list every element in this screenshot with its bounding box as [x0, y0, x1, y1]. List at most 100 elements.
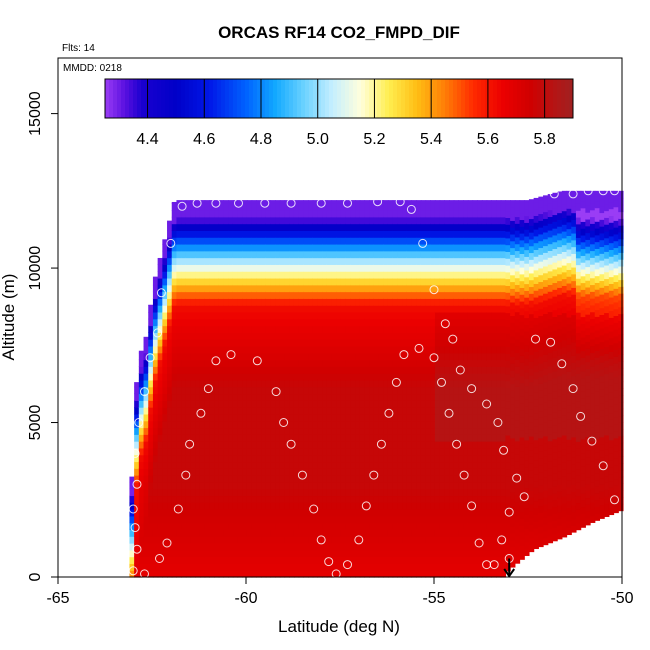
field-cell [505, 475, 511, 484]
field-cell [204, 291, 210, 299]
field-cell [251, 305, 257, 313]
field-cell [533, 419, 539, 427]
field-cell [392, 291, 398, 299]
field-cell [514, 325, 521, 333]
field-cell [514, 508, 521, 517]
field-cell [228, 549, 234, 558]
field-cell [444, 461, 450, 469]
field-cell [458, 291, 464, 299]
field-cell [261, 257, 267, 265]
field-cell [500, 556, 507, 565]
field-cell [190, 447, 196, 456]
field-cell [317, 434, 323, 442]
field-cell [308, 481, 314, 490]
field-cell [505, 373, 511, 382]
field-cell [270, 379, 276, 388]
field-cell [411, 570, 417, 578]
field-cell [505, 516, 511, 524]
field-cell [312, 257, 319, 265]
field-cell [246, 305, 253, 313]
field-cell [336, 216, 342, 225]
field-cell [293, 209, 300, 218]
field-cell [261, 549, 267, 558]
field-cell [392, 475, 398, 483]
field-cell [350, 509, 356, 517]
field-cell [430, 420, 436, 429]
field-cell [543, 299, 549, 308]
field-cell [505, 482, 511, 490]
field-cell [322, 461, 328, 469]
field-cell [392, 447, 398, 456]
field-cell [326, 522, 333, 531]
field-cell [402, 543, 408, 551]
field-cell [458, 339, 464, 347]
field-cell [402, 407, 408, 415]
field-cell [350, 352, 356, 361]
field-cell [491, 243, 497, 252]
field-cell [204, 400, 210, 408]
field-cell [190, 223, 196, 231]
field-cell [505, 489, 511, 497]
field-cell [345, 481, 351, 490]
field-cell [185, 549, 192, 558]
field-cell [359, 522, 366, 531]
field-cell [481, 454, 488, 463]
field-cell [519, 355, 525, 363]
field-cell [129, 543, 135, 551]
field-cell [355, 216, 361, 225]
field-cell [185, 543, 192, 551]
field-cell [373, 298, 380, 306]
field-cell [387, 400, 394, 408]
field-cell [477, 556, 483, 565]
field-cell [533, 296, 539, 305]
field-cell [500, 373, 507, 381]
field-cell [148, 373, 154, 381]
field-cell [547, 522, 554, 530]
field-cell [157, 509, 163, 517]
field-cell [279, 325, 286, 333]
field-cell [355, 386, 361, 395]
field-cell [261, 318, 267, 327]
field-cell [392, 529, 398, 537]
field-cell [157, 522, 163, 531]
field-cell [477, 345, 483, 354]
field-cell [223, 230, 229, 238]
field-cell [218, 515, 225, 524]
field-cell [491, 352, 497, 361]
field-cell [345, 536, 351, 544]
field-cell [345, 475, 351, 483]
field-cell [312, 427, 319, 435]
field-cell [402, 305, 408, 313]
field-cell [204, 298, 210, 306]
field-cell [486, 522, 492, 531]
field-cell [477, 325, 483, 333]
field-cell [195, 209, 201, 218]
field-cell [519, 518, 525, 526]
field-cell [246, 277, 253, 286]
field-cell [491, 509, 497, 517]
field-cell [185, 393, 192, 401]
field-cell [547, 529, 554, 537]
field-cell [322, 447, 328, 456]
field-cell [444, 216, 450, 225]
field-cell [326, 277, 333, 286]
field-cell [369, 454, 375, 463]
field-cell [326, 407, 333, 415]
field-cell [237, 298, 243, 306]
field-cell [364, 407, 370, 415]
field-cell [228, 413, 234, 422]
field-cell [538, 301, 544, 310]
field-cell [561, 366, 568, 375]
field-cell [237, 386, 243, 395]
field-cell [411, 549, 417, 558]
field-cell [496, 366, 502, 374]
field-cell [505, 468, 511, 477]
field-cell [237, 509, 243, 517]
field-cell [214, 284, 220, 293]
field-cell [359, 250, 366, 259]
field-cell [387, 386, 394, 395]
field-cell [270, 543, 276, 551]
field-cell [228, 570, 234, 578]
field-cell [261, 563, 267, 571]
field-cell [561, 509, 568, 518]
